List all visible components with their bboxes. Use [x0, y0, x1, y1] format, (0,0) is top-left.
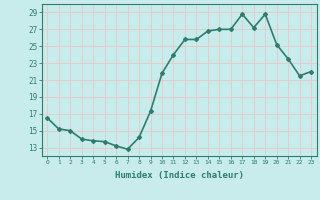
X-axis label: Humidex (Indice chaleur): Humidex (Indice chaleur)	[115, 171, 244, 180]
